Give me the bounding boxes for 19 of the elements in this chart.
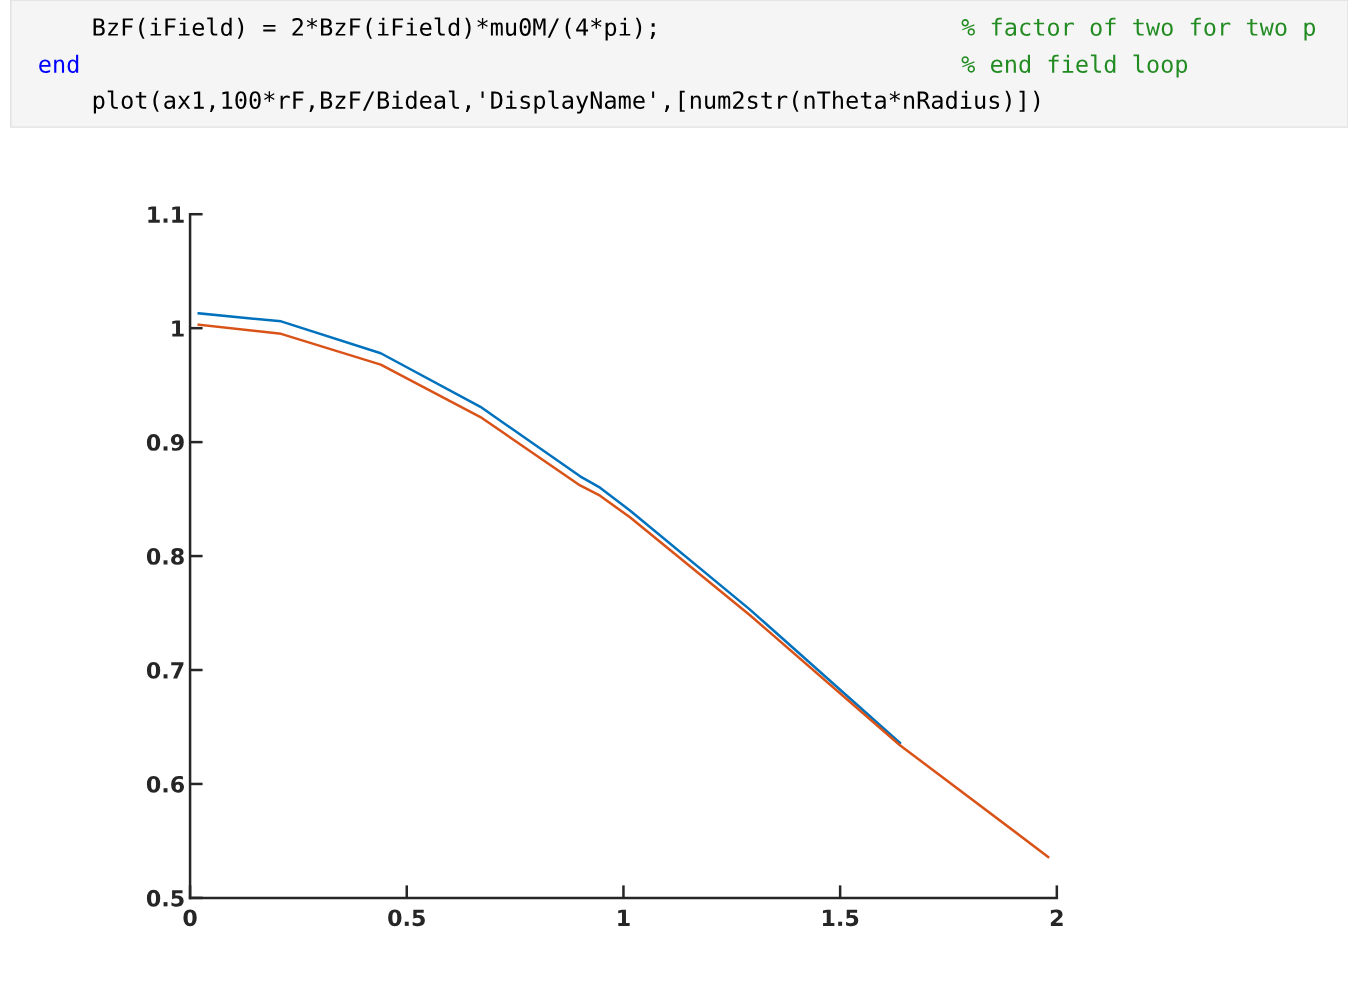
y-tick-label: 1 bbox=[172, 320, 184, 337]
y-tick-label: 0.7 bbox=[146, 661, 184, 679]
x-tick-label: 2 bbox=[1050, 909, 1063, 926]
text: end bbox=[39, 54, 79, 73]
x-tick-label: 1.5 bbox=[822, 909, 859, 927]
text: % end field loop bbox=[961, 54, 1188, 78]
line-series bbox=[197, 323, 1050, 859]
y-tick-label: 0.8 bbox=[146, 548, 184, 565]
text: plot(ax1,100*rF,BzF/Bideal,'DisplayName',[num2str(nTheta*nRadius)]) bbox=[93, 90, 1040, 114]
x-tick-label: 1 bbox=[618, 909, 630, 926]
x-tick-label: 0 bbox=[183, 909, 197, 927]
y-tick-label: 0.9 bbox=[146, 434, 184, 451]
line-series bbox=[197, 312, 902, 745]
x-tick-label: 0.5 bbox=[388, 909, 425, 927]
text: % factor of two for two p bbox=[961, 17, 1316, 41]
y-tick-label: 1.1 bbox=[148, 206, 184, 223]
y-tick-label: 0.6 bbox=[146, 775, 185, 793]
y-tick-label: 0.5 bbox=[146, 889, 184, 907]
text: BzF(iField) = 2*BzF(iField)*mu0M/(4*pi); bbox=[93, 17, 655, 41]
